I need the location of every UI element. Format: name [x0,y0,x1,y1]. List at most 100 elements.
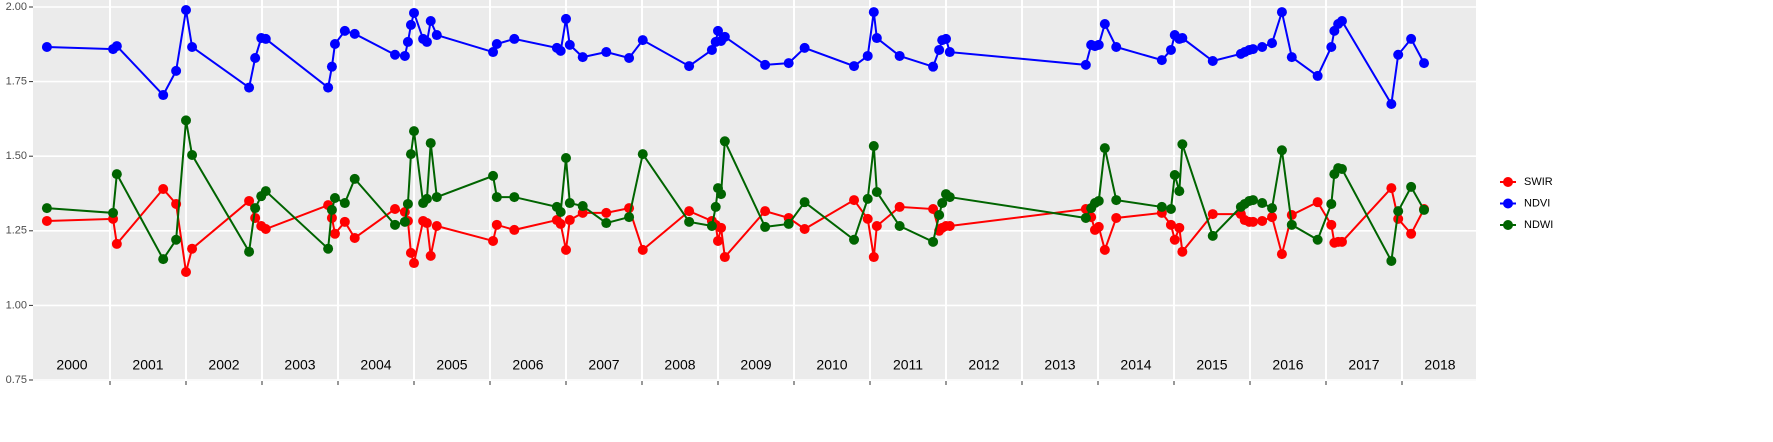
point [684,206,695,217]
x-tick-label: 2018 [1424,357,1455,373]
point [111,238,122,249]
point [719,252,730,263]
point [405,247,416,258]
point [488,47,499,58]
point [1174,186,1185,197]
point [868,7,879,18]
point [871,33,882,44]
point [564,215,575,226]
y-tick-label: 1.75 [6,76,27,88]
point [329,39,340,50]
point [1080,212,1091,223]
legend-label: NDVI [1524,197,1550,209]
point [564,198,575,209]
point [1248,216,1259,227]
point [601,207,612,218]
point [1276,145,1287,156]
point [555,218,566,229]
point [1174,222,1185,233]
point [1080,59,1091,70]
point [684,216,695,227]
point [1257,215,1268,226]
point [339,198,350,209]
x-tick-label: 2007 [588,357,619,373]
point [1099,19,1110,30]
point [1312,197,1323,208]
point [849,61,860,72]
point [1257,198,1268,209]
legend-label: SWIR [1524,176,1553,188]
point [713,235,723,246]
point [111,41,122,52]
point [402,36,413,47]
point [1276,249,1287,260]
point [409,126,419,137]
point [1177,246,1188,257]
point [577,207,588,218]
point [706,221,717,232]
panel [33,0,1476,381]
point [1267,212,1278,223]
point [1099,244,1110,255]
x-tick-label: 2011 [893,357,923,373]
point [390,204,400,215]
point [409,7,419,18]
point [1386,255,1397,266]
point [783,218,794,229]
point [1419,58,1430,69]
legend-key [1503,198,1513,209]
point [1312,70,1323,81]
point [111,169,122,180]
point [944,221,955,232]
point [250,203,261,214]
point [561,244,571,255]
point [862,213,873,224]
point [1336,164,1347,175]
point [1165,204,1176,215]
point [1257,41,1268,52]
point [1406,33,1417,44]
point [187,150,198,161]
point [783,58,794,69]
point [1207,209,1218,220]
point [339,25,350,36]
point [684,61,695,72]
point [637,149,648,160]
point [706,44,717,55]
point [402,198,413,209]
point [390,219,400,230]
point [871,221,882,232]
point [719,31,730,42]
point [799,224,810,235]
point [405,19,416,30]
point [41,203,52,214]
point [944,47,955,58]
point [425,250,436,261]
x-tick-label: 2001 [132,357,163,373]
point [1393,206,1404,217]
point [244,246,255,257]
point [944,192,955,203]
x-tick-label: 2016 [1272,357,1303,373]
point [390,49,400,60]
point [1286,219,1297,230]
point [349,232,360,243]
point [624,212,635,223]
point [158,254,169,265]
point [637,244,648,255]
point [624,53,635,64]
point [1336,236,1347,247]
y-tick-label: 2.00 [6,1,27,13]
point [1312,234,1323,245]
point [187,243,198,254]
point [1093,39,1104,50]
point [425,138,436,149]
point [760,206,771,217]
point [1336,16,1347,27]
point [862,50,873,61]
point [1111,195,1122,206]
point [894,201,905,212]
point [1169,234,1180,245]
point [894,221,905,232]
